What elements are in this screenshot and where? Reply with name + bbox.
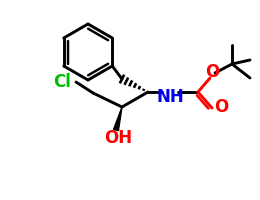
- Text: O: O: [214, 98, 228, 116]
- Text: NH: NH: [156, 88, 184, 106]
- Text: O: O: [205, 63, 219, 81]
- Text: Cl: Cl: [53, 73, 71, 91]
- Text: OH: OH: [104, 129, 132, 147]
- Polygon shape: [114, 107, 122, 131]
